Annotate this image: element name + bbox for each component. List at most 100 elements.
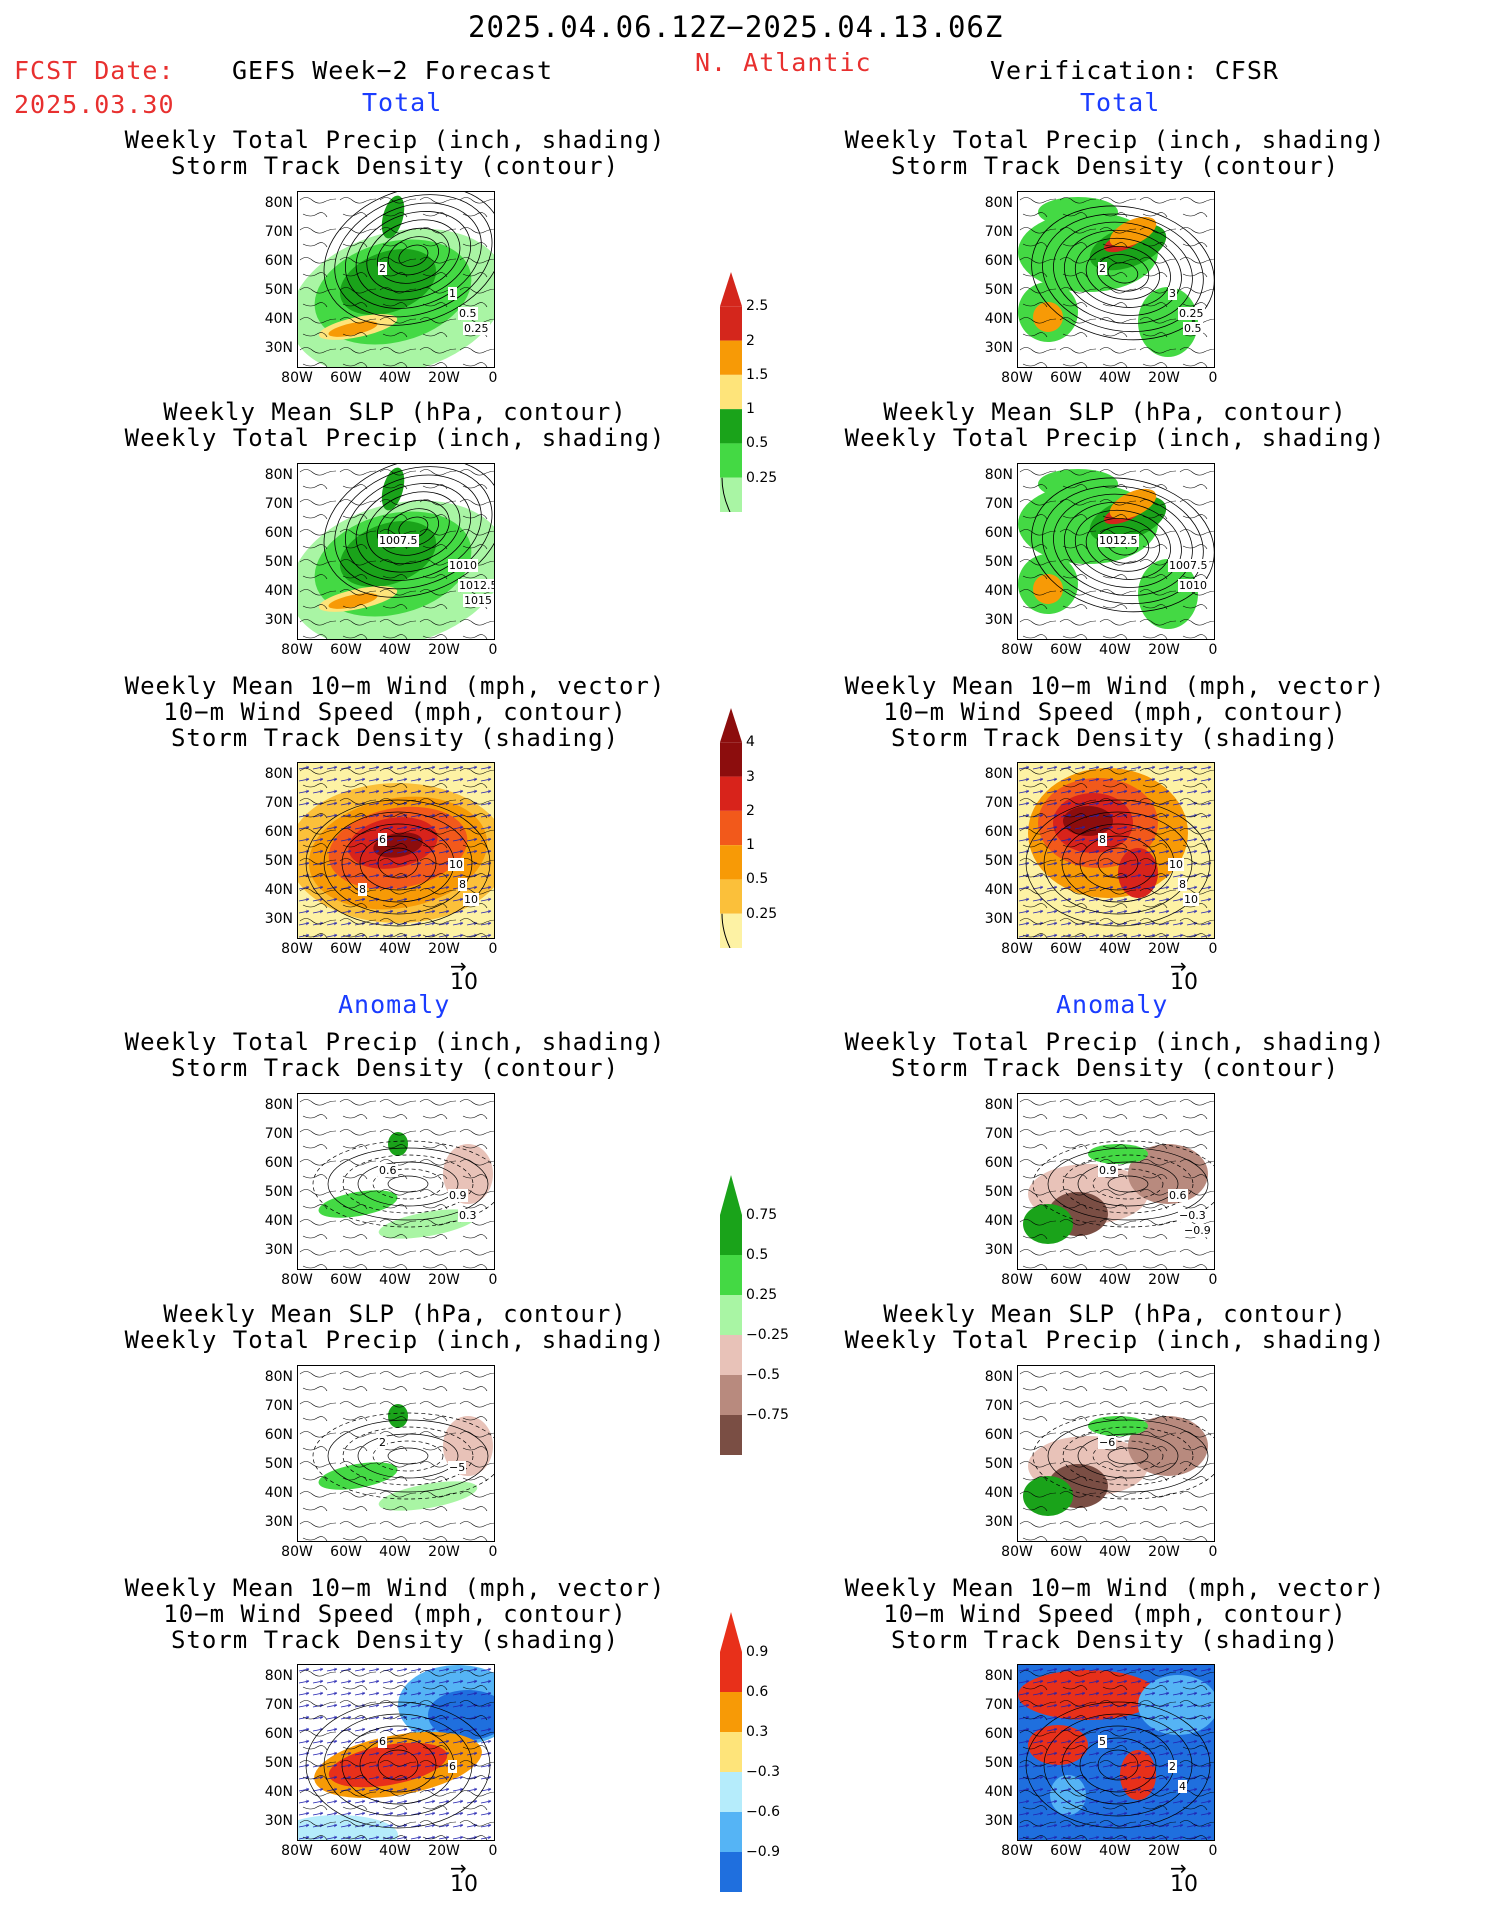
lat-tick-label: 30N <box>984 911 1013 927</box>
contour-label: 10 <box>1168 858 1184 871</box>
lat-tick-label: 50N <box>984 1456 1013 1472</box>
lat-tick-label: 30N <box>984 1242 1013 1258</box>
lat-tick-label: 70N <box>984 1697 1013 1713</box>
lon-tick-label: 20W <box>428 1272 460 1288</box>
contour-label: 1012.5 <box>1098 534 1139 547</box>
lat-tick-label: 60N <box>984 525 1013 541</box>
panel-title-line: Weekly Mean 10−m Wind (mph, vector) <box>844 672 1386 700</box>
lon-tick-label: 80W <box>281 370 313 386</box>
lon-tick-label: 60W <box>330 642 362 658</box>
contour-label: 8 <box>1178 878 1187 891</box>
panel-title-1-left: Weekly Total Precip (inch, shading) Storm… <box>95 127 695 179</box>
map-2-left: 1007.5 1010 1012.5 1015 <box>297 463 495 640</box>
map-field <box>1018 1665 1214 1840</box>
colorbar-label: 2 <box>746 332 755 349</box>
panel-title-line: Weekly Total Precip (inch, shading) <box>124 1326 666 1354</box>
lon-tick-label: 80W <box>1001 1843 1033 1859</box>
section-total-right: Total <box>1080 88 1161 117</box>
vector-reference: → 10 <box>1170 1858 1198 1896</box>
lat-tick-label: 60N <box>264 1427 293 1443</box>
lon-tick-label: 40W <box>379 1272 411 1288</box>
contour-label: 0.25 <box>463 322 490 335</box>
lat-tick-label: 30N <box>984 612 1013 628</box>
lat-tick-label: 40N <box>264 311 293 327</box>
lat-tick-label: 80N <box>264 1097 293 1113</box>
map-field <box>298 464 494 639</box>
lat-tick-label: 60N <box>984 1427 1013 1443</box>
contour-label: 1007.5 <box>1168 559 1209 572</box>
lon-tick-label: 0 <box>488 642 498 658</box>
map-field <box>1018 192 1214 367</box>
colorbar-label: 0.25 <box>746 469 778 486</box>
section-anomaly-left: Anomaly <box>338 990 451 1019</box>
map-field <box>1018 1366 1214 1541</box>
lon-tick-label: 20W <box>428 1843 460 1859</box>
contour-label: 0.6 <box>1168 1189 1188 1202</box>
region-label: N. Atlantic <box>695 48 872 77</box>
lon-tick-label: 0 <box>1208 1843 1218 1859</box>
lat-tick-label: 40N <box>984 1784 1013 1800</box>
lon-tick-label: 80W <box>281 1843 313 1859</box>
lat-tick-label: 80N <box>264 1668 293 1684</box>
colorbar-label: 4 <box>746 734 755 751</box>
panel-title-line: Storm Track Density (contour) <box>890 1054 1340 1082</box>
colorbar-label: 1.5 <box>746 366 769 383</box>
lon-tick-label: 20W <box>1148 370 1180 386</box>
panel-title-4-right: Weekly Total Precip (inch, shading) Storm… <box>815 1029 1415 1081</box>
lon-tick-label: 60W <box>1050 1272 1082 1288</box>
lat-tick-label: 60N <box>984 1155 1013 1171</box>
lon-tick-label: 40W <box>379 642 411 658</box>
vector-reference-value: 10 <box>450 970 478 995</box>
lon-tick-label: 60W <box>1050 370 1082 386</box>
lon-tick-label: 20W <box>1148 941 1180 957</box>
lat-tick-label: 50N <box>984 1755 1013 1771</box>
lon-tick-label: 80W <box>1001 1272 1033 1288</box>
lat-tick-label: 40N <box>264 882 293 898</box>
map-field <box>298 192 494 367</box>
lon-tick-label: 20W <box>1148 642 1180 658</box>
section-total-left: Total <box>362 88 443 117</box>
lon-tick-label: 0 <box>488 1544 498 1560</box>
colorbar-label: 2.5 <box>746 298 769 315</box>
map-field <box>1018 1094 1214 1269</box>
lat-tick-label: 70N <box>264 795 293 811</box>
contour-label: 2 <box>1098 262 1107 275</box>
vector-reference: → 10 <box>450 956 478 995</box>
contour-label: 0.5 <box>458 307 478 320</box>
lat-tick-label: 50N <box>264 554 293 570</box>
panel-title-line: Weekly Mean 10−m Wind (mph, vector) <box>844 1574 1386 1602</box>
lon-tick-label: 0 <box>1208 941 1218 957</box>
contour-label: 8 <box>458 878 467 891</box>
lon-tick-label: 80W <box>1001 941 1033 957</box>
lat-tick-label: 80N <box>264 766 293 782</box>
map-5-left: 2 −5 <box>297 1365 495 1542</box>
lat-tick-label: 30N <box>264 612 293 628</box>
lat-tick-label: 80N <box>984 195 1013 211</box>
lon-tick-label: 20W <box>428 941 460 957</box>
colorbar-track_total <box>720 708 742 949</box>
contour-label: 0.5 <box>1183 322 1203 335</box>
lat-tick-label: 80N <box>984 766 1013 782</box>
lat-tick-label: 30N <box>264 1242 293 1258</box>
colorbar-label: 0.5 <box>746 1247 769 1263</box>
colorbar-label: −0.9 <box>746 1844 780 1860</box>
lon-tick-label: 40W <box>1099 1843 1131 1859</box>
panel-title-line: Weekly Total Precip (inch, shading) <box>844 424 1386 452</box>
lon-tick-label: 80W <box>1001 642 1033 658</box>
lon-tick-label: 40W <box>1099 1272 1131 1288</box>
panel-title-2-left: Weekly Mean SLP (hPa, contour) Weekly Tot… <box>95 399 695 451</box>
left-column-title: GEFS Week−2 Forecast <box>232 56 554 85</box>
panel-title-line: Weekly Mean SLP (hPa, contour) <box>163 398 627 426</box>
panel-title-line: 10−m Wind Speed (mph, contour) <box>163 698 627 726</box>
lat-tick-label: 30N <box>264 911 293 927</box>
lon-tick-label: 20W <box>428 1544 460 1560</box>
panel-title-6-right: Weekly Mean 10−m Wind (mph, vector) 10−m … <box>815 1575 1415 1653</box>
colorbar-label: 3 <box>746 768 755 785</box>
lon-tick-label: 0 <box>1208 1544 1218 1560</box>
colorbar-label: −0.25 <box>746 1327 789 1343</box>
lon-tick-label: 40W <box>379 370 411 386</box>
lat-tick-label: 50N <box>984 554 1013 570</box>
map-4-right: 0.9 0.6 −0.3 −0.9 <box>1017 1093 1215 1270</box>
